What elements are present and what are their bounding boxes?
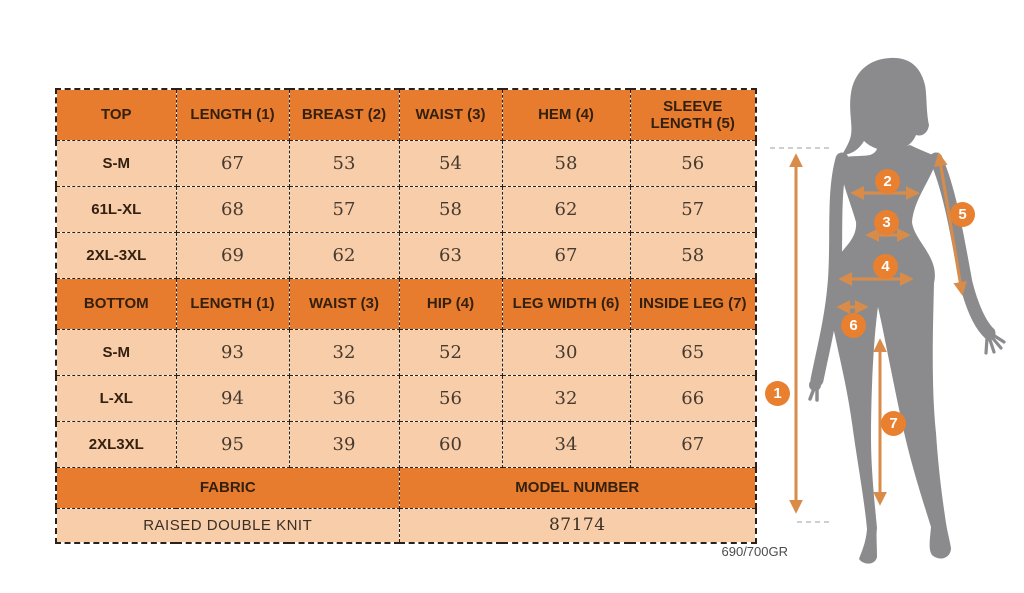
col-header: BOTTOM [55, 278, 177, 330]
size-value-cell: 32 [288, 329, 400, 376]
size-value-cell: 95 [175, 421, 290, 468]
size-value-cell: 66 [629, 375, 757, 422]
table-row: 2XL-3XL 69 62 63 67 58 [55, 232, 757, 279]
size-value-cell: 34 [501, 421, 631, 468]
size-value-cell: 56 [629, 140, 757, 187]
size-value-cell: 93 [175, 329, 290, 376]
section-header-row: BOTTOM LENGTH (1) WAIST (3) HIP (4) LEG WIDT… [55, 278, 757, 330]
size-value-cell: 58 [398, 186, 503, 233]
size-value-cell: 67 [175, 140, 290, 187]
row-label: 61L-XL [55, 186, 177, 233]
footer-header: FABRIC [55, 467, 400, 509]
size-value-cell: 69 [175, 232, 290, 279]
marker-6: 6 [841, 313, 866, 338]
size-value-cell: 68 [175, 186, 290, 233]
size-value-cell: 65 [629, 329, 757, 376]
table-row: 61L-XL 68 57 58 62 57 [55, 186, 757, 233]
model-number-value: 87174 [398, 508, 757, 543]
footer-header: MODEL NUMBER [398, 467, 757, 509]
marker-1: 1 [765, 381, 790, 406]
size-value-cell: 62 [501, 186, 631, 233]
col-header: HIP (4) [398, 278, 503, 330]
col-header: LENGTH (1) [175, 88, 290, 141]
marker-2: 2 [875, 169, 900, 194]
col-header: SLEEVE LENGTH (5) [629, 88, 757, 141]
size-value-cell: 58 [501, 140, 631, 187]
col-header: LENGTH (1) [175, 278, 290, 330]
size-value-cell: 52 [398, 329, 503, 376]
silhouette-right-arm [929, 152, 994, 338]
col-header: WAIST (3) [288, 278, 400, 330]
size-table-body: TOP LENGTH (1) BREAST (2) WAIST (3) HEM (4) S… [55, 88, 757, 543]
col-header: HEM (4) [501, 88, 631, 141]
col-header: LEG WIDTH (6) [501, 278, 631, 330]
size-value-cell: 94 [175, 375, 290, 422]
marker-3: 3 [874, 210, 899, 235]
size-value-cell: 57 [288, 186, 400, 233]
size-value-cell: 63 [398, 232, 503, 279]
female-silhouette [808, 57, 1006, 564]
size-value-cell: 54 [398, 140, 503, 187]
col-header: WAIST (3) [398, 88, 503, 141]
row-label: S-M [55, 329, 177, 376]
row-label: L-XL [55, 375, 177, 422]
size-value-cell: 60 [398, 421, 503, 468]
size-value-cell: 58 [629, 232, 757, 279]
table-row: S-M 93 32 52 30 65 [55, 329, 757, 376]
size-value-cell: 53 [288, 140, 400, 187]
size-value-cell: 32 [501, 375, 631, 422]
size-value-cell: 56 [398, 375, 503, 422]
size-value-cell: 67 [501, 232, 631, 279]
row-label: 2XL3XL [55, 421, 177, 468]
weight-note: 690/700GR [721, 544, 789, 559]
fabric-value: RAISED DOUBLE KNIT [55, 508, 400, 543]
row-label: 2XL-3XL [55, 232, 177, 279]
footer-header-row: FABRIC MODEL NUMBER [55, 467, 757, 509]
col-header: INSIDE LEG (7) [629, 278, 757, 330]
silhouette-left-arm [810, 152, 849, 387]
section-header-row: TOP LENGTH (1) BREAST (2) WAIST (3) HEM (4) S… [55, 88, 757, 141]
footer-value-row: RAISED DOUBLE KNIT 87174 [55, 508, 757, 543]
silhouette-body [827, 143, 951, 564]
marker-4: 4 [873, 254, 898, 279]
size-value-cell: 62 [288, 232, 400, 279]
row-label: S-M [55, 140, 177, 187]
table-row: L-XL 94 36 56 32 66 [55, 375, 757, 422]
size-value-cell: 57 [629, 186, 757, 233]
size-value-cell: 67 [629, 421, 757, 468]
col-header: BREAST (2) [288, 88, 400, 141]
size-value-cell: 36 [288, 375, 400, 422]
size-value-cell: 30 [501, 329, 631, 376]
size-value-cell: 39 [288, 421, 400, 468]
table-row: 2XL3XL 95 39 60 34 67 [55, 421, 757, 468]
marker-5: 5 [950, 202, 975, 227]
size-table: TOP LENGTH (1) BREAST (2) WAIST (3) HEM (4) S… [55, 88, 757, 544]
silhouette-head [842, 57, 929, 155]
marker-7: 7 [881, 411, 906, 436]
table-row: S-M 67 53 54 58 56 [55, 140, 757, 187]
col-header: TOP [55, 88, 177, 141]
